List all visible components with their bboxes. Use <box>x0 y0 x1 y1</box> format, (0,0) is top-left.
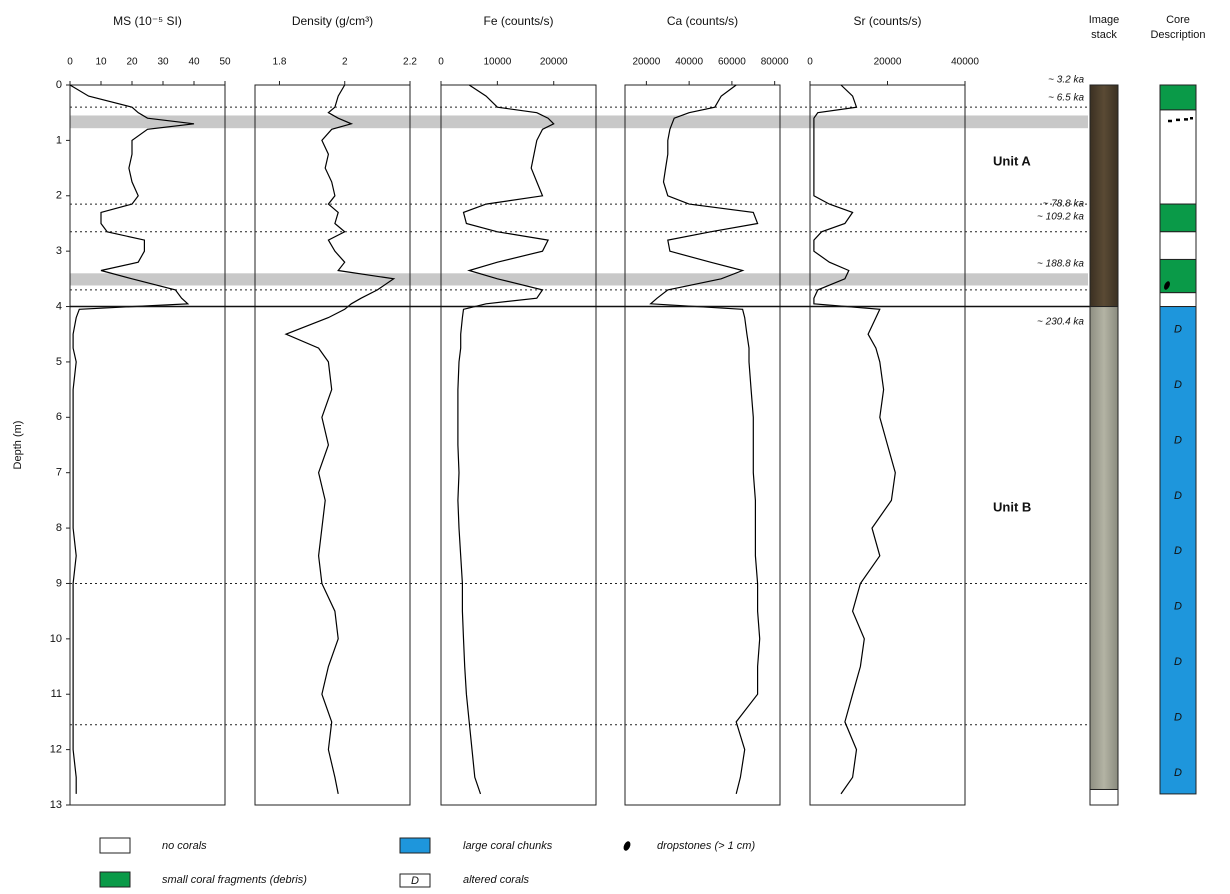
legend-label: dropstones (> 1 cm) <box>657 840 755 852</box>
x-tick-label: 0 <box>438 57 444 68</box>
core-description-title: Description <box>1150 29 1205 41</box>
x-tick-label: 40000 <box>675 57 703 68</box>
dropstone <box>1164 281 1170 290</box>
core-segment <box>1159 306 1197 795</box>
x-tick-label: 30 <box>157 57 169 68</box>
data-line <box>813 84 896 795</box>
y-tick-label: 7 <box>56 467 62 479</box>
dropstone <box>1168 116 1193 123</box>
age-label: ~ 188.8 ka <box>1037 259 1084 270</box>
y-axis-label: Depth (m) <box>12 421 24 470</box>
data-line <box>649 84 761 795</box>
data-line <box>284 84 396 795</box>
image-stack-title: Image <box>1089 14 1120 26</box>
panel-frame <box>254 84 411 806</box>
panel-frame <box>69 84 226 806</box>
age-label: ~ 6.5 ka <box>1048 93 1084 104</box>
x-tick-label: 20 <box>126 57 138 68</box>
depth-band <box>70 115 1088 129</box>
x-tick-label: 10000 <box>483 57 511 68</box>
legend-label: large coral chunks <box>463 840 553 852</box>
core-description-title: Core <box>1166 14 1190 26</box>
x-tick-label: 10 <box>95 57 107 68</box>
x-tick-label: 2 <box>342 57 348 68</box>
y-tick-label: 6 <box>56 411 62 423</box>
core-segment <box>1159 203 1197 233</box>
panels: MS (10⁻⁵ SI)0 10 20 30 40 5001234567891011121… <box>12 14 1090 811</box>
panel-title: Density (g/cm³) <box>292 14 373 28</box>
altered-symbol: D <box>1174 601 1182 613</box>
legend: no corals small coral fragments (debris)… <box>99 837 755 888</box>
y-tick-label: 13 <box>50 799 62 811</box>
y-tick-label: 3 <box>56 245 62 257</box>
data-line <box>457 84 555 795</box>
age-label: ~ 78.8 ka <box>1043 199 1085 210</box>
x-tick-label: 80000 <box>761 57 789 68</box>
panel-title: Ca (counts/s) <box>667 14 738 28</box>
legend-swatch <box>399 873 431 888</box>
y-tick-label: 11 <box>51 688 62 700</box>
y-tick-label: 0 <box>56 79 62 91</box>
altered-symbol: D <box>1174 379 1182 391</box>
x-tick-label: 20000 <box>874 57 902 68</box>
image-stack <box>1089 84 1119 308</box>
core-segment <box>1159 231 1197 260</box>
y-tick-label: 8 <box>56 522 62 534</box>
altered-symbol: D <box>1174 324 1182 336</box>
panel-title: MS (10⁻⁵ SI) <box>113 14 182 28</box>
y-tick-label: 4 <box>56 300 62 312</box>
legend-swatch <box>99 871 131 888</box>
altered-symbol: D <box>1174 545 1182 557</box>
core-segment <box>1159 84 1197 111</box>
unit-label: Unit B <box>993 499 1031 514</box>
x-tick-label: 20000 <box>632 57 660 68</box>
panel-frame <box>624 84 781 806</box>
x-tick-label: 0 <box>807 57 813 68</box>
x-tick-label: 60000 <box>718 57 746 68</box>
altered-symbol: D <box>1174 711 1182 723</box>
data-line <box>69 84 195 794</box>
markers <box>70 106 1088 726</box>
unit-label: Unit A <box>993 153 1031 168</box>
altered-symbol: D <box>1174 656 1182 668</box>
legend-label: small coral fragments (debris) <box>162 874 307 886</box>
altered-symbol: D <box>1174 434 1182 446</box>
x-tick-label: 20000 <box>540 57 568 68</box>
legend-swatch <box>399 837 431 854</box>
legend-label: no corals <box>162 840 207 852</box>
y-tick-label: 5 <box>56 356 62 368</box>
y-tick-label: 2 <box>56 190 62 202</box>
legend-label: altered corals <box>463 874 530 886</box>
age-label: ~ 109.2 ka <box>1037 212 1084 223</box>
age-label: ~ 230.4 ka <box>1037 317 1084 328</box>
depth-band <box>70 273 1088 286</box>
dropstone-symbol <box>623 841 631 851</box>
panel-title: Sr (counts/s) <box>853 14 921 28</box>
legend-swatch <box>99 837 131 854</box>
x-tick-label: 40000 <box>951 57 979 68</box>
x-tick-label: 0 <box>67 57 73 68</box>
image-stack-title: stack <box>1091 29 1117 41</box>
core-segment <box>1159 109 1197 205</box>
x-tick-label: 50 <box>219 57 231 68</box>
panel-title: Fe (counts/s) <box>483 14 553 28</box>
y-tick-label: 10 <box>50 633 62 645</box>
core-segment <box>1159 292 1197 308</box>
y-tick-label: 1 <box>56 134 62 146</box>
legend-symbol: D <box>411 875 419 887</box>
altered-symbol: D <box>1174 767 1182 779</box>
x-tick-label: 40 <box>188 57 200 68</box>
age-label: ~ 3.2 ka <box>1048 75 1084 86</box>
altered-symbol: D <box>1174 490 1182 502</box>
image-stack <box>1089 788 1119 806</box>
panel-frame <box>440 84 597 806</box>
y-tick-label: 12 <box>50 744 62 756</box>
image-stack <box>1089 306 1119 790</box>
x-tick-label: 1.8 <box>273 57 287 68</box>
y-tick-label: 9 <box>56 577 62 589</box>
x-tick-label: 2.2 <box>403 57 417 68</box>
